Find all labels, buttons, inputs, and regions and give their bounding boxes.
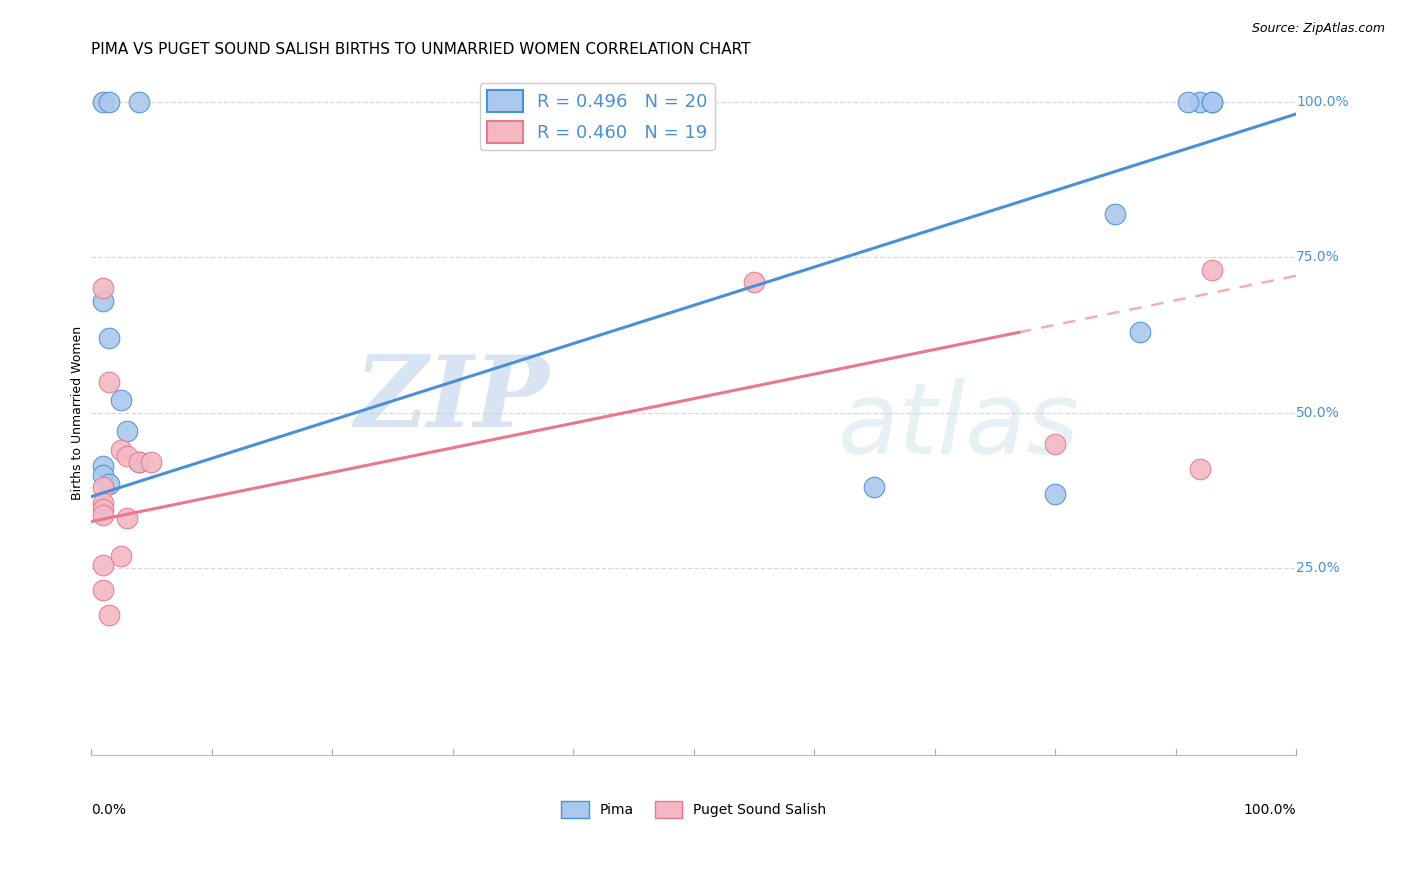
Text: atlas: atlas xyxy=(838,378,1080,475)
Point xyxy=(117,449,139,463)
Text: 0.0%: 0.0% xyxy=(91,803,127,817)
Point xyxy=(91,558,114,573)
Text: PIMA VS PUGET SOUND SALISH BIRTHS TO UNMARRIED WOMEN CORRELATION CHART: PIMA VS PUGET SOUND SALISH BIRTHS TO UNM… xyxy=(91,42,751,57)
Text: 75.0%: 75.0% xyxy=(1296,250,1340,264)
Point xyxy=(128,455,150,469)
Point xyxy=(98,375,121,389)
Point xyxy=(91,95,114,109)
Point xyxy=(1043,436,1066,450)
Point xyxy=(742,275,765,289)
Point xyxy=(1177,95,1199,109)
Point xyxy=(1128,325,1150,339)
Text: 100.0%: 100.0% xyxy=(1296,95,1348,109)
Point xyxy=(1188,461,1211,475)
Point xyxy=(117,425,139,439)
Point xyxy=(91,281,114,295)
Point xyxy=(1201,95,1223,109)
Point xyxy=(128,455,150,469)
Text: 25.0%: 25.0% xyxy=(1296,561,1340,575)
Text: Source: ZipAtlas.com: Source: ZipAtlas.com xyxy=(1251,22,1385,36)
Point xyxy=(117,511,139,525)
Point xyxy=(91,502,114,516)
Point xyxy=(98,607,121,622)
Point xyxy=(91,496,114,510)
Text: 100.0%: 100.0% xyxy=(1243,803,1296,817)
Text: 50.0%: 50.0% xyxy=(1296,406,1340,419)
Point xyxy=(1201,95,1223,109)
Point xyxy=(110,442,132,457)
Point xyxy=(91,582,114,597)
Point xyxy=(1043,486,1066,500)
Point xyxy=(91,293,114,308)
Point xyxy=(91,467,114,482)
Text: ZIP: ZIP xyxy=(354,351,550,447)
Point xyxy=(91,508,114,523)
Legend: Pima, Puget Sound Salish: Pima, Puget Sound Salish xyxy=(555,795,832,823)
Y-axis label: Births to Unmarried Women: Births to Unmarried Women xyxy=(72,326,84,500)
Point xyxy=(98,477,121,491)
Point xyxy=(91,480,114,494)
Point xyxy=(141,455,163,469)
Point xyxy=(1104,206,1126,220)
Point xyxy=(110,393,132,408)
Point xyxy=(91,458,114,473)
Point xyxy=(1201,262,1223,277)
Point xyxy=(863,480,886,494)
Point xyxy=(1188,95,1211,109)
Point xyxy=(128,95,150,109)
Point xyxy=(110,549,132,563)
Point xyxy=(98,95,121,109)
Point xyxy=(98,331,121,345)
